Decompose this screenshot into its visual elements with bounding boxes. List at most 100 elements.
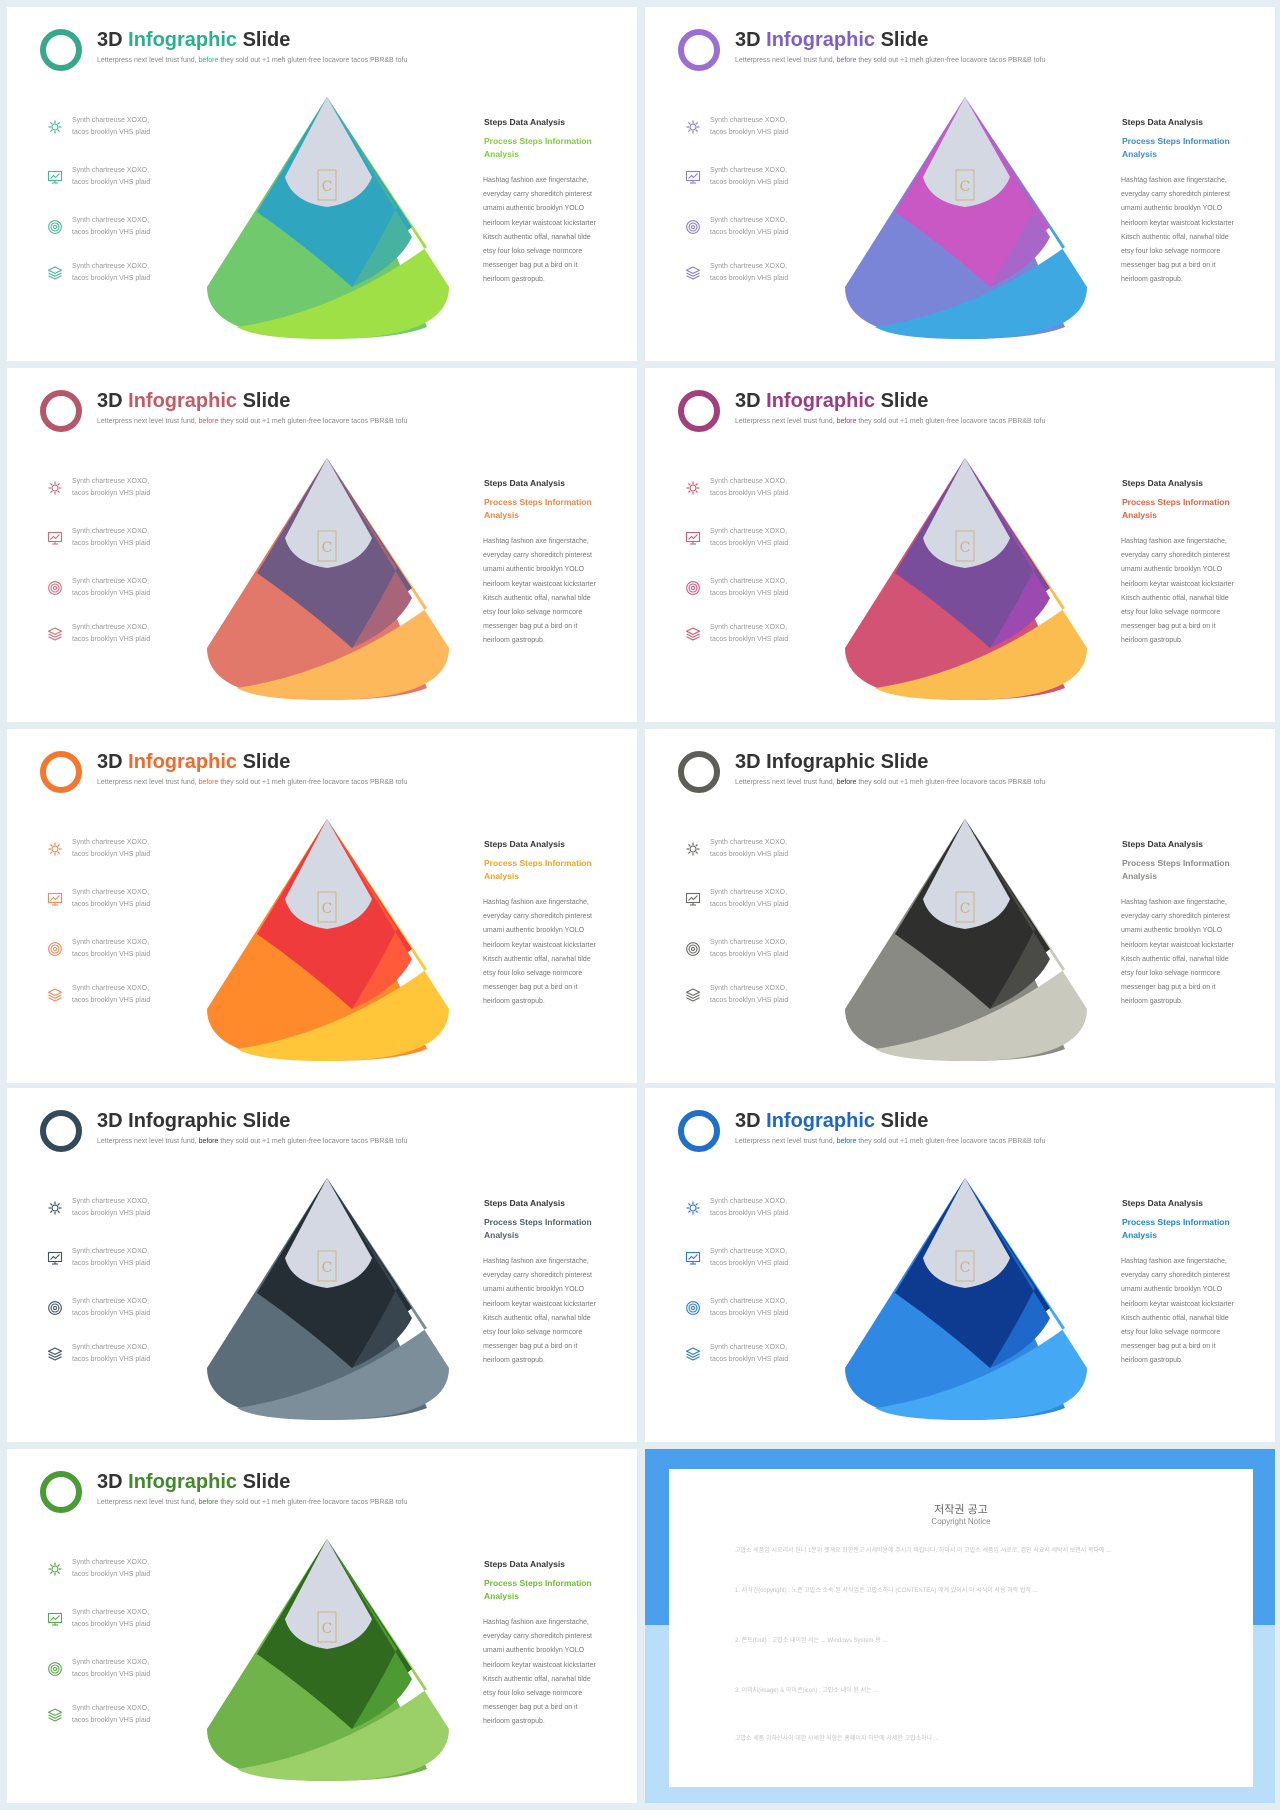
list-item-line: Synth chartreuse XOXO, [710, 478, 788, 485]
slide-subtitle: Letterpress next level trust fund, befor… [735, 418, 1045, 425]
list-item-text: Synth chartreuse XOXO, tacos brooklyn VHS… [72, 1607, 150, 1631]
panel-subheading-line: Process Steps Information [484, 497, 592, 507]
list-item-line: Synth chartreuse XOXO, [710, 985, 788, 992]
svg-text:C: C [960, 901, 971, 917]
copyright-title: 저작권 공고 [934, 1504, 988, 1516]
list-item: Synth chartreuse XOXO, tacos brooklyn VHS… [685, 215, 815, 239]
subtitle-text: they sold out +1 meh gluten-free locavor… [218, 57, 408, 64]
target-icon [47, 941, 63, 957]
slide-title: 3D Infographic Slide [735, 29, 928, 52]
panel-subheading-line: Process Steps Information [1122, 497, 1230, 507]
list-item-line: Synth chartreuse XOXO, [72, 939, 150, 946]
title-accent: Infographic [766, 390, 876, 412]
panel-body-line: messenger bag put a bird on it [483, 1704, 578, 1712]
svg-text:C: C [960, 540, 971, 556]
list-item-line: tacos brooklyn VHS plaid [72, 590, 151, 597]
cone-layer-right [237, 97, 449, 339]
panel-body-line: everyday carry shoreditch pinterest [1121, 191, 1230, 199]
svg-text:C: C [960, 1260, 971, 1276]
layers-icon [685, 987, 701, 1003]
slide-subtitle: Letterpress next level trust fund, befor… [735, 57, 1045, 64]
subtitle-text: Letterpress next level trust fund, [735, 57, 837, 64]
list-item-line: Synth chartreuse XOXO, [72, 985, 150, 992]
panel-subheading-line: Analysis [484, 1591, 519, 1601]
watermark-logo [955, 530, 975, 562]
subtitle-text: Letterpress next level trust fund, [97, 1499, 199, 1506]
panel-subheading: Process Steps Information Analysis [1122, 1216, 1242, 1242]
title-accent: Infographic [766, 751, 876, 773]
cone-tip [285, 1539, 372, 1649]
list-item-line: tacos brooklyn VHS plaid [710, 590, 789, 597]
infographic-slide: 3D Infographic Slide Letterpress next lev… [7, 7, 637, 361]
list-item-line: Synth chartreuse XOXO, [72, 167, 150, 174]
panel-subheading: Process Steps Information Analysis [484, 1216, 604, 1242]
subtitle-text: Letterpress next level trust fund, [735, 1138, 837, 1145]
list-item-text: Synth chartreuse XOXO, tacos brooklyn VHS… [710, 983, 788, 1007]
panel-body-line: umami authentic brooklyn YOLO [1121, 1286, 1223, 1294]
layers-icon [685, 1346, 701, 1362]
list-item-text: Synth chartreuse XOXO, tacos brooklyn VHS… [710, 115, 788, 139]
list-item: Synth chartreuse XOXO, tacos brooklyn VHS… [685, 576, 815, 600]
list-item-line: Synth chartreuse XOXO, [72, 263, 150, 270]
list-item: Synth chartreuse XOXO, tacos brooklyn VHS… [47, 1557, 177, 1581]
list-item-line: Synth chartreuse XOXO, [710, 217, 788, 224]
list-item-line: Synth chartreuse XOXO, [72, 839, 150, 846]
panel-body-line: heirloom gastropub. [1121, 1357, 1183, 1365]
title-suffix: Slide [242, 751, 291, 773]
panel-subheading-line: Process Steps Information [484, 1217, 592, 1227]
panel-body-line: etsy four loko selvage normcore [483, 1690, 583, 1698]
panel-body-line: etsy four loko selvage normcore [483, 609, 583, 617]
panel-body-line: Kitsch authentic offal, narwhal tilde [483, 1314, 591, 1322]
subtitle-highlight: before [836, 1138, 857, 1145]
list-item-line: tacos brooklyn VHS plaid [72, 179, 151, 186]
svg-text:C: C [960, 179, 971, 195]
panel-subheading-line: Analysis [484, 510, 519, 520]
ring-logo-icon [40, 751, 82, 793]
panel-body-line: Hashtag fashion axe fingerstache, [1121, 899, 1227, 906]
panel-body-line: heirloom gastropub. [1121, 276, 1183, 284]
panel-body-line: heirloom gastropub. [483, 998, 545, 1006]
panel-subheading-line: Analysis [1122, 510, 1157, 520]
svg-text:C: C [322, 1260, 333, 1276]
title-prefix: 3D [735, 1110, 761, 1132]
panel-body-line: etsy four loko selvage normcore [483, 1329, 583, 1337]
panel-subheading-line: Process Steps Information [484, 858, 592, 868]
monitor-chart-icon [47, 1611, 63, 1627]
copyright-paragraph: 3. 이미지(image) & 아이콘(icon) : 고맙소 내이 된 서는 … [735, 1688, 879, 1694]
list-item: Synth chartreuse XOXO, tacos brooklyn VHS… [685, 165, 815, 189]
list-item-text: Synth chartreuse XOXO, tacos brooklyn VHS… [72, 576, 150, 600]
panel-body-line: Kitsch authentic offal, narwhal tilde [483, 233, 591, 241]
list-item-text: Synth chartreuse XOXO, tacos brooklyn VHS… [710, 215, 788, 239]
list-item-line: tacos brooklyn VHS plaid [710, 229, 789, 236]
list-item-text: Synth chartreuse XOXO, tacos brooklyn VHS… [72, 165, 150, 189]
gear-icon [47, 841, 63, 857]
panel-body-line: heirloom gastropub. [483, 276, 545, 284]
list-item-text: Synth chartreuse XOXO, tacos brooklyn VHS… [710, 1246, 788, 1270]
target-icon [47, 1661, 63, 1677]
panel-body-line: Hashtag fashion axe fingerstache, [1121, 1258, 1227, 1265]
infographic-slide: 3D Infographic Slide Letterpress next lev… [645, 7, 1275, 361]
subtitle-text: they sold out +1 meh gluten-free locavor… [856, 779, 1046, 786]
panel-body-line: everyday carry shoreditch pinterest [483, 1272, 592, 1280]
monitor-chart-icon [47, 530, 63, 546]
subtitle-text: they sold out +1 meh gluten-free locavor… [218, 1499, 408, 1506]
panel-subheading-line: Process Steps Information [1122, 1217, 1230, 1227]
panel-heading: Steps Data Analysis [1122, 478, 1203, 488]
panel-body-line: messenger bag put a bird on it [483, 984, 578, 992]
list-item-line: Synth chartreuse XOXO, [72, 578, 150, 585]
watermark-logo [317, 1611, 337, 1643]
cone-layer-upper-right [965, 458, 1050, 648]
panel-body: Hashtag fashion axe fingerstache, everyda… [483, 1616, 608, 1730]
list-item-text: Synth chartreuse XOXO, tacos brooklyn VHS… [72, 937, 150, 961]
list-item: Synth chartreuse XOXO, tacos brooklyn VHS… [47, 1246, 177, 1270]
panel-body-line: etsy four loko selvage normcore [1121, 609, 1221, 617]
cone-tip [923, 97, 1010, 207]
monitor-chart-icon [47, 169, 63, 185]
list-item-text: Synth chartreuse XOXO, tacos brooklyn VHS… [72, 1703, 150, 1727]
subtitle-highlight: before [198, 1499, 219, 1506]
panel-subheading-line: Process Steps Information [484, 1578, 592, 1588]
panel-subheading-line: Analysis [1122, 871, 1157, 881]
layers-icon [47, 1707, 63, 1723]
monitor-chart-icon [685, 891, 701, 907]
panel-body-line: everyday carry shoreditch pinterest [483, 1633, 592, 1641]
